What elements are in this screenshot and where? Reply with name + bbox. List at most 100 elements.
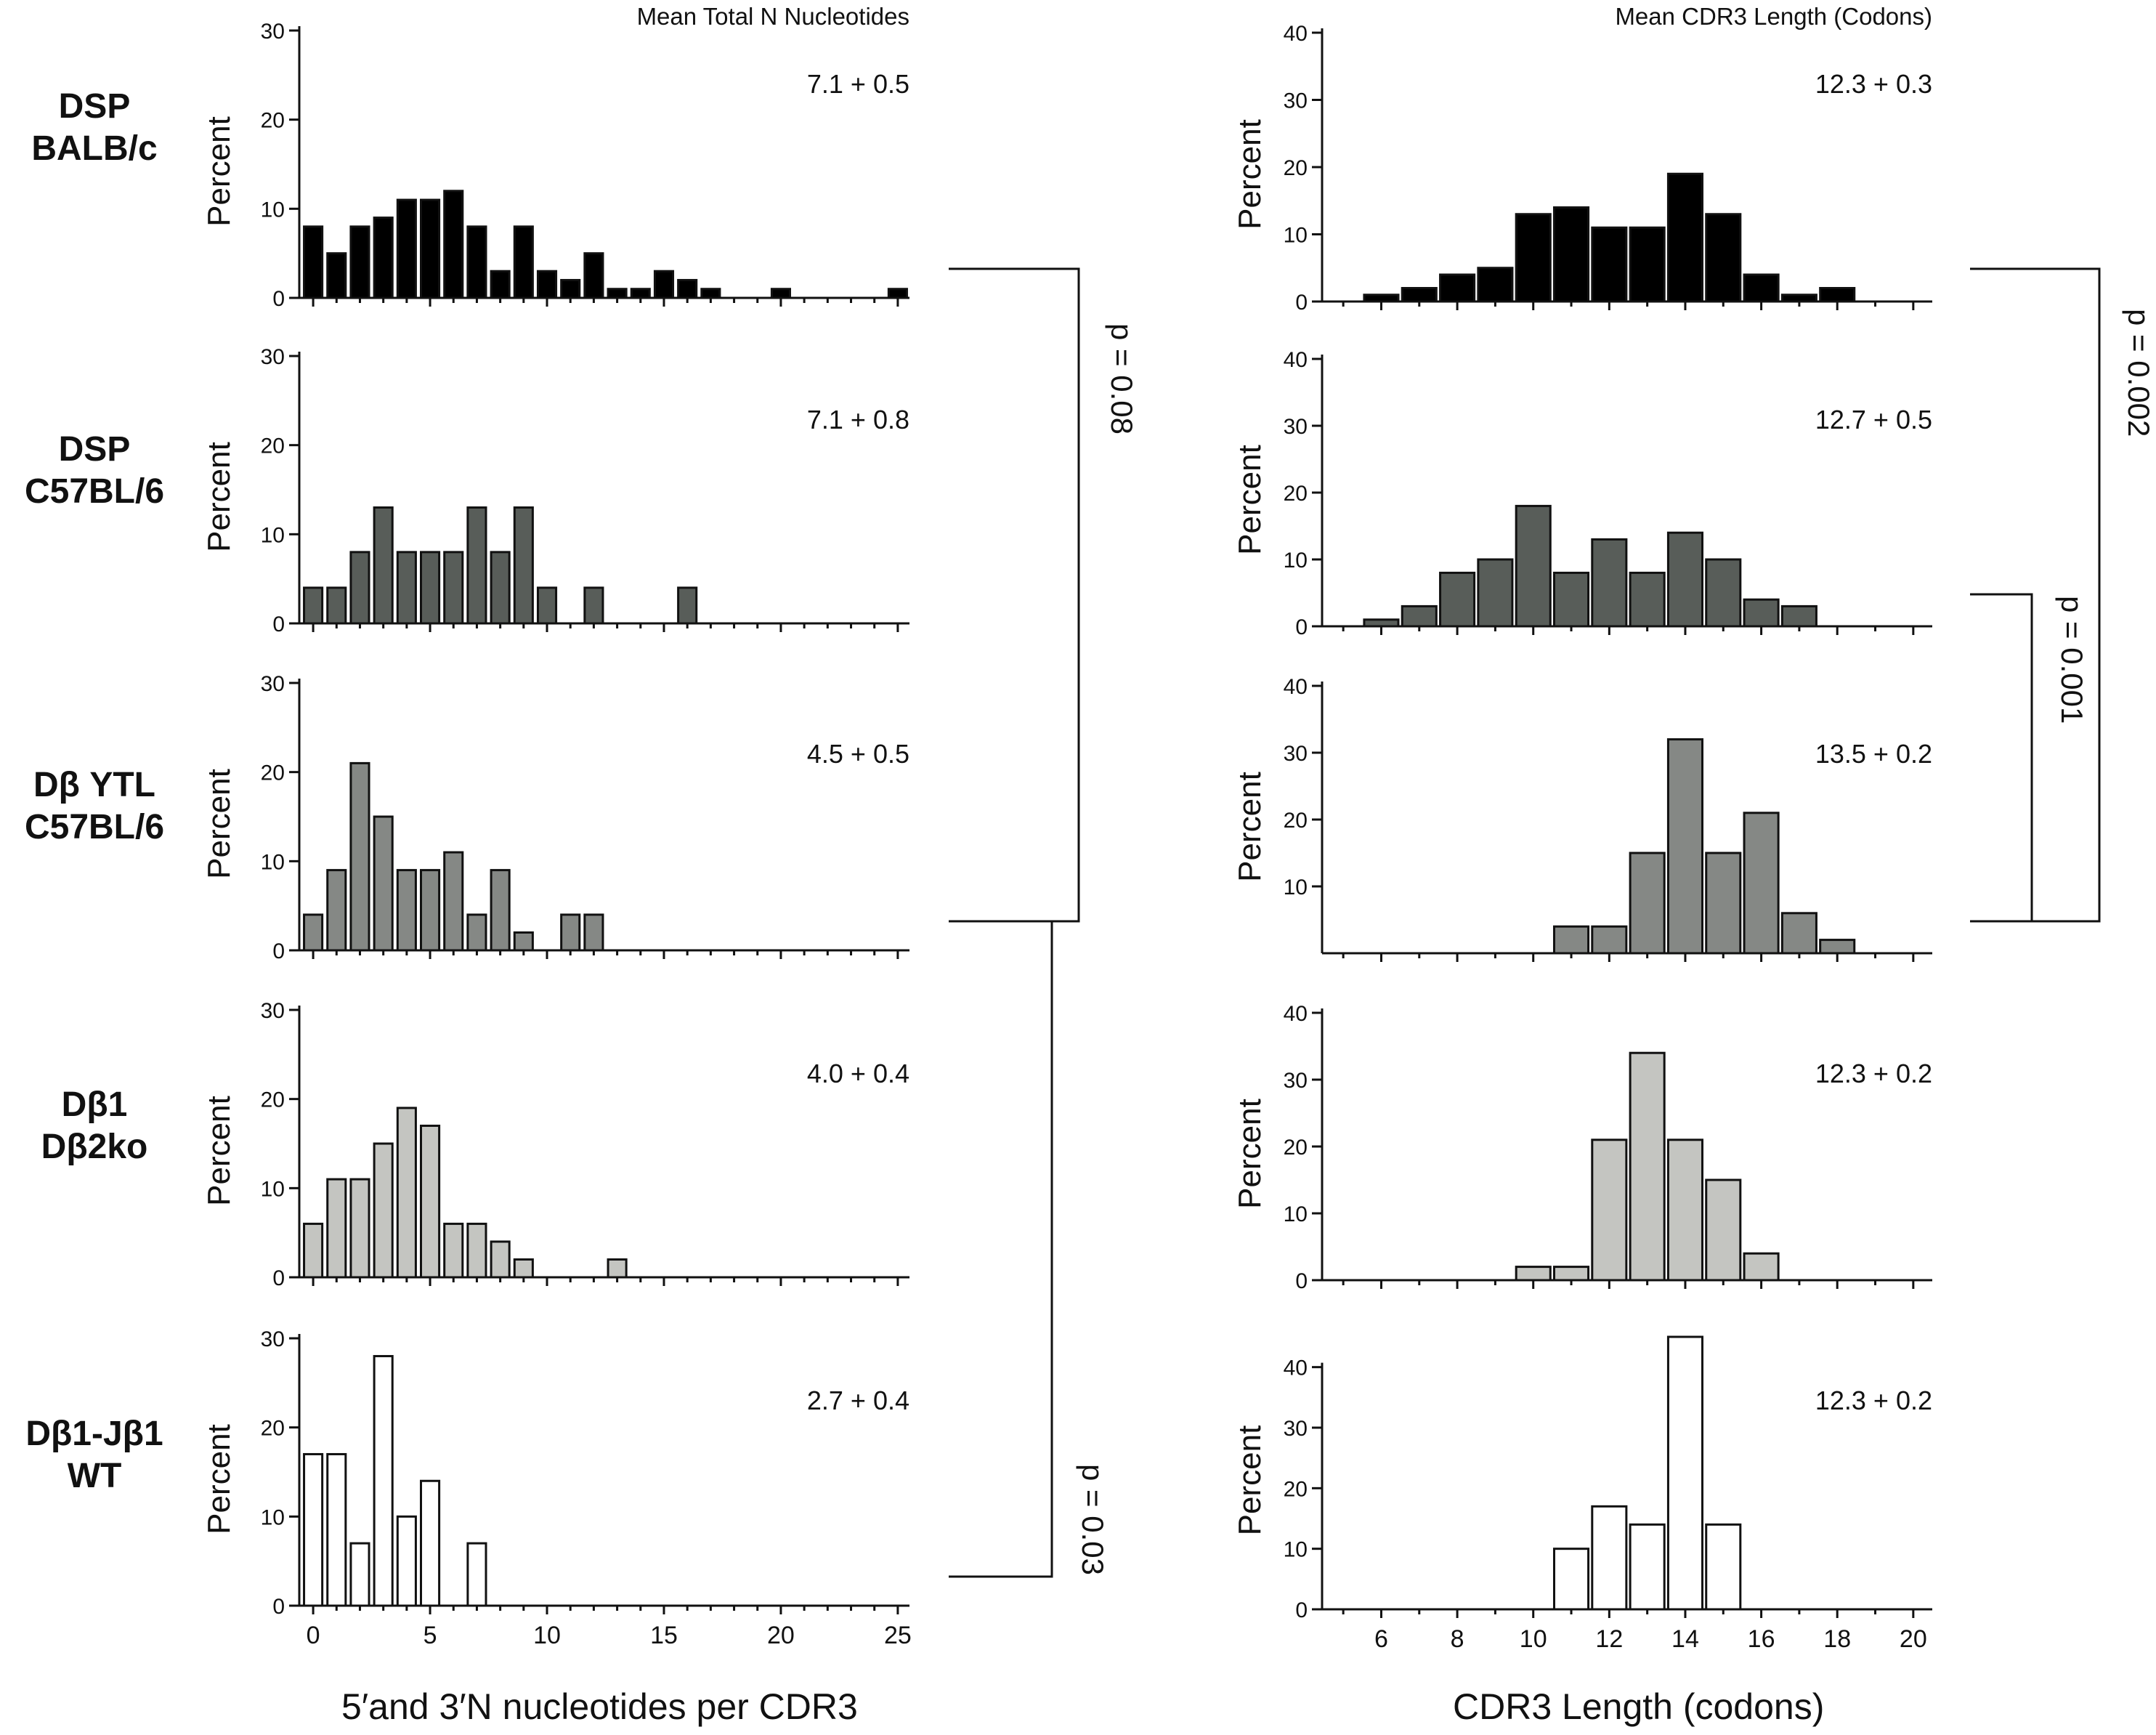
- x-tick-label: 25: [884, 1622, 912, 1649]
- bar: [349, 551, 370, 625]
- y-tick-label: 10: [1284, 875, 1308, 899]
- bar: [1666, 1335, 1704, 1611]
- panel-n-nucleotides-2: 0 10 20 30 Percent 4.5 + 0.5: [201, 672, 909, 963]
- bar: [349, 1542, 370, 1607]
- bar: [607, 288, 628, 299]
- bar: [466, 1222, 487, 1279]
- y-axis-title: Percent: [1232, 119, 1268, 230]
- left-x-axis-title: 5′and 3′N nucleotides per CDR3: [341, 1686, 858, 1727]
- bar: [1591, 925, 1628, 955]
- panel-cdr3-length-4: 0 10 20 30 40 6 8 10 12 14 16 18 20 Percent 12.3 + 0.2: [1232, 1335, 1932, 1653]
- x-tick-label: 15: [650, 1622, 678, 1649]
- bar: [490, 551, 511, 625]
- bar: [490, 270, 511, 299]
- bar: [1666, 531, 1704, 628]
- bar: [1401, 287, 1438, 303]
- bar: [1439, 571, 1476, 628]
- bar: [513, 506, 534, 625]
- bar: [303, 1452, 324, 1607]
- bar: [443, 851, 464, 952]
- bar: [560, 278, 581, 299]
- x-tick-label: 5: [423, 1622, 437, 1649]
- bar: [466, 225, 487, 299]
- group-label-line2: C57BL/6: [24, 808, 165, 846]
- bar: [466, 506, 487, 625]
- bar: [1515, 504, 1552, 628]
- bar: [1552, 206, 1590, 303]
- group-label-line1: DSP: [58, 87, 131, 126]
- y-tick-label: 20: [1284, 1477, 1308, 1501]
- bar: [1780, 912, 1817, 955]
- bar: [536, 586, 558, 625]
- bar: [1666, 738, 1704, 955]
- y-tick-label: 20: [1284, 809, 1308, 833]
- bar: [420, 1479, 441, 1607]
- mean-annotation: 12.3 + 0.2: [1815, 1386, 1932, 1415]
- bar: [1743, 1252, 1780, 1282]
- y-tick-label: 10: [261, 1177, 285, 1201]
- bar: [443, 190, 464, 299]
- y-tick-label: 10: [1284, 1202, 1308, 1226]
- y-tick-label: 10: [1284, 549, 1308, 573]
- bar: [326, 869, 347, 952]
- panel-cdr3-length-3: 0 10 20 30 40 Percent 12.3 + 0.2: [1232, 1002, 1932, 1293]
- bar: [303, 586, 324, 625]
- bar: [1629, 571, 1666, 628]
- x-tick-label: 18: [1823, 1625, 1851, 1653]
- group-label-dbeta1-dbeta2ko: Dβ1 Dβ2ko: [0, 1084, 189, 1168]
- panel-n-nucleotides-1: 0 10 20 30 Percent 7.1 + 0.8: [201, 345, 909, 636]
- bar: [326, 586, 347, 625]
- bar: [513, 225, 534, 299]
- y-tick-label: 0: [272, 939, 285, 963]
- mean-annotation: 13.5 + 0.2: [1815, 739, 1932, 769]
- bracket-p-0-08: p = 0.08: [949, 267, 1139, 923]
- x-tick-label: 0: [307, 1622, 320, 1649]
- bracket-label-p-0-001: p = 0.001: [2055, 596, 2089, 724]
- bar: [1666, 172, 1704, 303]
- bar: [373, 1142, 394, 1279]
- x-tick-label: 16: [1748, 1625, 1775, 1653]
- bar: [1629, 1051, 1666, 1282]
- panel-n-nucleotides-3: 0 10 20 30 Percent 4.0 + 0.4: [201, 999, 909, 1290]
- group-label-line1: Dβ YTL: [33, 766, 155, 804]
- bar: [700, 288, 721, 299]
- bar: [1743, 273, 1780, 303]
- y-tick-label: 0: [272, 287, 285, 311]
- x-tick-label: 8: [1451, 1625, 1464, 1653]
- group-label-dsp-c57bl6: DSP C57BL/6: [0, 429, 189, 513]
- bar: [396, 198, 417, 299]
- bar: [1591, 1139, 1628, 1282]
- y-tick-label: 30: [261, 345, 285, 369]
- bar: [303, 913, 324, 952]
- bar: [396, 1515, 417, 1607]
- y-tick-label: 20: [261, 109, 285, 133]
- y-tick-label: 0: [272, 1595, 285, 1619]
- bar: [396, 551, 417, 625]
- mean-annotation: 7.1 + 0.5: [807, 69, 909, 99]
- y-axis-title: Percent: [201, 1096, 237, 1206]
- panel-cdr3-length-0: 0 10 20 30 40 Percent 12.3 + 0.3: [1232, 22, 1932, 315]
- left-panel-header: Mean Total N Nucleotides: [637, 3, 909, 30]
- bar: [490, 869, 511, 952]
- group-label-line1: DSP: [58, 430, 131, 469]
- bar: [1743, 598, 1780, 628]
- bar: [1629, 852, 1666, 955]
- x-tick-label: 12: [1595, 1625, 1623, 1653]
- y-tick-label: 20: [1284, 156, 1308, 180]
- y-axis-title: Percent: [201, 116, 237, 227]
- y-tick-label: 40: [1284, 22, 1308, 46]
- panel-n-nucleotides-4: 0 10 20 30 0 5 10 15 20 25 Percent 2.7 + 0.4: [201, 1327, 912, 1649]
- panel-cdr3-length-2: 10 20 30 40 Percent 13.5 + 0.2: [1232, 675, 1932, 962]
- bar: [349, 1178, 370, 1279]
- bar: [396, 869, 417, 952]
- bar: [1552, 1548, 1590, 1611]
- y-tick-label: 40: [1284, 1356, 1308, 1380]
- x-tick-label: 14: [1671, 1625, 1699, 1653]
- bracket-p-0-002: p = 0.002: [1970, 267, 2156, 923]
- y-tick-label: 20: [1284, 482, 1308, 506]
- bar: [1629, 226, 1666, 303]
- y-axis-title: Percent: [201, 769, 237, 879]
- bar: [1591, 1505, 1628, 1611]
